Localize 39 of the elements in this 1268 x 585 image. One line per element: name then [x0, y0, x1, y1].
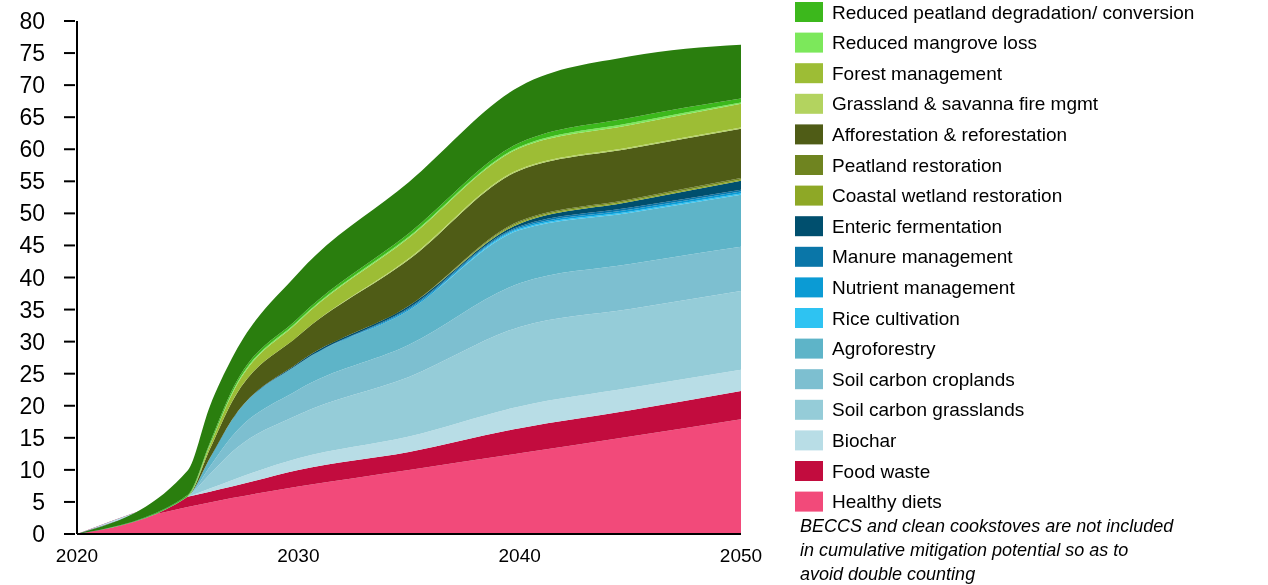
- legend-label: Enteric fermentation: [832, 215, 1003, 237]
- y-tick-label: 10: [19, 456, 45, 483]
- y-tick-label: 35: [19, 296, 45, 323]
- x-tick-label: 2040: [498, 545, 541, 566]
- text: BECCS and clean cookstoves are not included in cumulative mitigation potential so as to avoid double counting: [800, 516, 1175, 584]
- x-tick-label: 2050: [719, 545, 763, 566]
- x-tick-label: 2020: [55, 545, 99, 566]
- y-tick-label: 45: [19, 232, 45, 259]
- y-tick-label: 15: [19, 424, 45, 451]
- legend-label: Forest management: [832, 62, 1003, 84]
- y-tick-label: 75: [19, 40, 45, 67]
- y-tick-label: 25: [19, 360, 45, 387]
- y-tick-label: 30: [19, 328, 45, 355]
- y-tick-label: 50: [19, 200, 45, 227]
- x-tick-label: 2030: [277, 545, 320, 566]
- legend-label: Soil carbon grasslands: [832, 399, 1025, 421]
- legend-label: Reduced mangrove loss: [832, 32, 1037, 54]
- y-tick-label: 0: [32, 521, 45, 547]
- legend-label: Manure management: [832, 246, 1014, 268]
- legend-label: Rice cultivation: [832, 307, 960, 329]
- y-tick-label: 65: [19, 104, 45, 131]
- y-tick-label: 70: [19, 72, 45, 99]
- legend-label: Grassland & savanna fire mgmt: [832, 93, 1099, 115]
- y-tick-label: 40: [19, 264, 45, 291]
- legend-label: Healthy diets: [832, 491, 942, 513]
- legend-label: Agroforestry: [832, 338, 936, 360]
- legend-label: Food waste: [832, 460, 931, 482]
- y-tick-label: 60: [19, 136, 45, 163]
- y-tick-label: 80: [19, 8, 45, 34]
- legend-label: Coastal wetland restoration: [832, 185, 1063, 207]
- legend-label: Peatland restoration: [832, 154, 1003, 176]
- y-tick-label: 20: [19, 392, 45, 419]
- legend-label: Afforestation & reforestation: [832, 124, 1068, 146]
- legend-label: Soil carbon croplands: [832, 368, 1015, 390]
- legend-label: Nutrient management: [832, 277, 1016, 299]
- y-tick-label: 5: [32, 488, 45, 515]
- legend-label: Biochar: [832, 430, 898, 452]
- y-tick-label: 55: [19, 168, 45, 195]
- legend-label: Reduced peatland degradation/ conversion: [832, 1, 1195, 23]
